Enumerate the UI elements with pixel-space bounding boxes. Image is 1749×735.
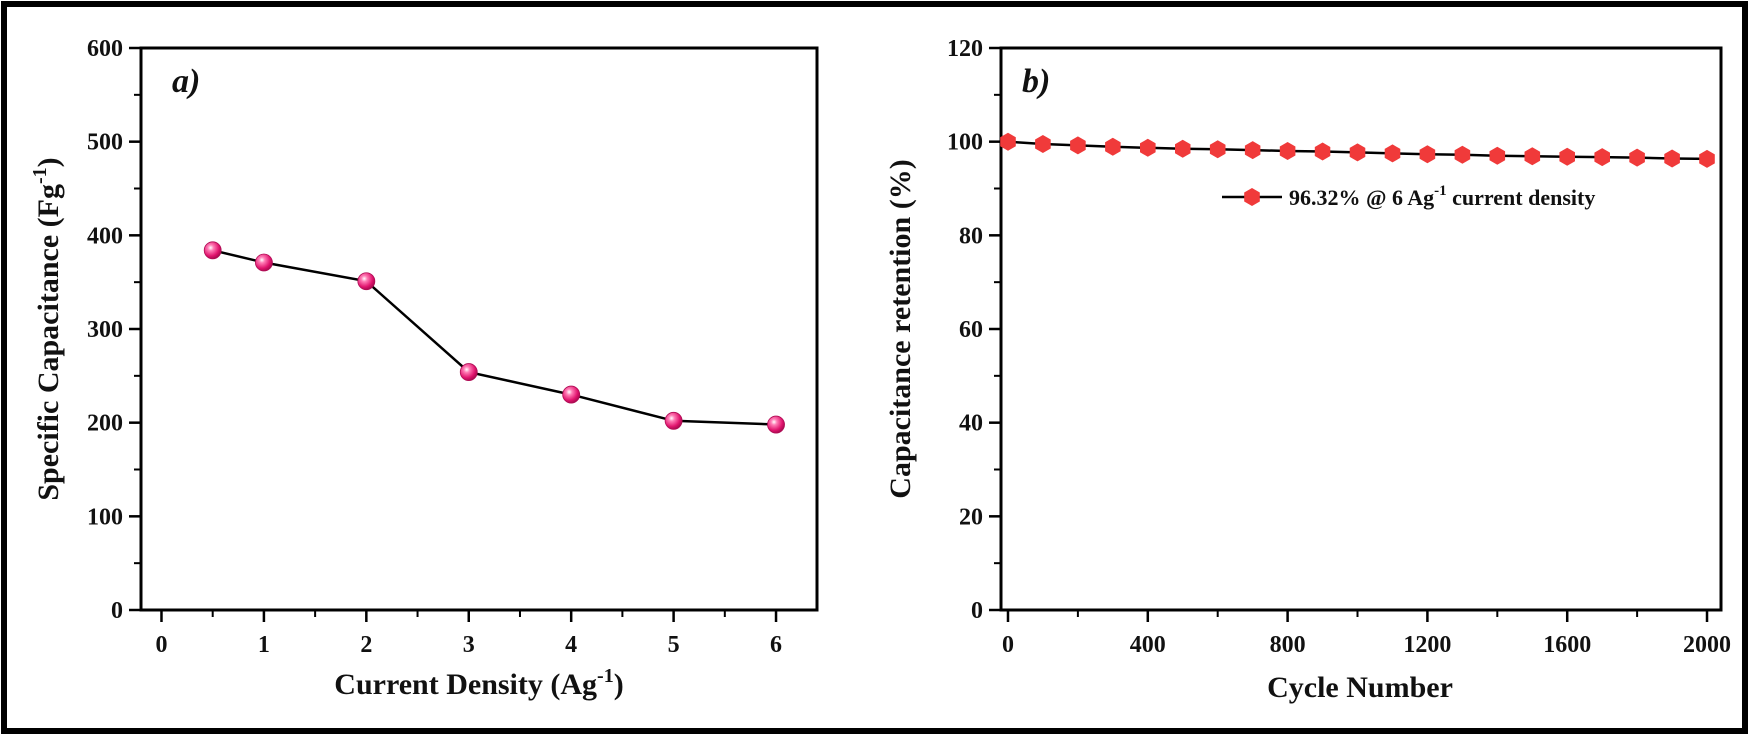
panel-b-series-points [1000,132,1715,168]
panel-b-data-point [1244,141,1261,160]
panel-a-data-point [459,363,478,381]
panel-a-x-tick-label: 2 [360,632,372,658]
panel-b-label: b) [1022,63,1050,100]
panel-a-data-point [255,253,273,272]
panel-a-y-tick-label: 100 [87,504,123,530]
panel-b-x-tick-label: 2000 [1683,632,1731,658]
panel-a-specific-capacitance-chart: 0 1 2 3 4 5 6 0 100 200 300 400 500 600 a) Current De… [29,36,819,701]
panel-a-series-points [203,241,785,434]
panel-b-x-tick-label: 0 [1002,632,1014,658]
panel-b-data-point [1035,135,1051,153]
panel-a-data-point [562,385,581,404]
panel-b-legend: 96.32% @ 6 Ag-1 current density [1222,183,1595,210]
panel-b-y-tick-label: 20 [959,504,983,530]
panel-a-y-tick-label: 200 [87,411,123,437]
panel-b-data-point [1559,147,1575,166]
panel-b-y-tick-label: 60 [959,317,983,343]
panel-b-data-point [1175,139,1191,158]
panel-b-data-point [1454,145,1471,164]
panel-b-data-point [1699,149,1715,168]
panel-b-ticks: 0 400 800 1200 1600 2000 0 20 40 60 80 100 120 [947,36,1731,658]
panel-a-x-tick-label: 4 [565,632,577,658]
panel-a-x-tick-label: 3 [463,632,475,658]
panel-b-data-point [1000,132,1016,151]
panel-b-data-point [1209,140,1226,159]
panel-b-x-tick-label: 800 [1270,632,1306,658]
panel-b-data-point [1664,149,1680,168]
panel-a-y-tick-label: 600 [87,36,123,62]
panel-b-data-point [1419,145,1436,164]
panel-a-x-tick-label: 0 [155,632,167,658]
panel-a-data-point [357,272,376,291]
panel-b-x-tick-label: 1200 [1403,632,1451,658]
panel-a-y-tick-label: 0 [111,598,123,624]
legend-marker-swatch [1244,188,1260,206]
panel-b-data-point [1279,142,1296,160]
panel-a-x-axis-title: Current Density (Ag-1) [334,665,623,701]
panel-a-series-line [212,249,777,426]
panel-b-y-tick-label: 80 [959,223,983,249]
panel-b-y-tick-label: 0 [971,598,983,624]
panel-a-y-axis-title: Specific Capacitance (Fg-1) [29,157,65,500]
panel-b-y-tick-label: 100 [947,130,983,156]
panel-a-data-point [664,411,683,430]
panel-a-plot-frame [139,46,819,612]
panel-b-x-tick-label: 400 [1130,632,1166,658]
panel-b-data-point [1105,137,1121,156]
panel-b-x-tick-label: 1600 [1543,632,1591,658]
panel-a-x-tick-label: 6 [770,632,782,658]
panel-b-data-point [1384,144,1401,163]
panel-a-y-tick-label: 300 [87,317,123,343]
panel-a-ticks: 0 1 2 3 4 5 6 0 100 200 300 400 500 600 [87,36,782,658]
panel-a-data-point [203,241,222,260]
panel-a-label: a) [172,63,200,100]
legend-label: 96.32% @ 6 Ag-1 current density [1289,183,1595,210]
panel-b-data-point [1524,147,1541,166]
panel-b-data-point [1594,148,1610,167]
panel-a-y-tick-label: 500 [87,130,123,156]
panel-b-data-point [1314,142,1331,161]
panel-b-y-tick-label: 40 [959,411,983,437]
panel-b-data-point [1489,146,1506,165]
panel-a-data-point [767,415,785,434]
panel-b-plot-frame [999,46,1723,612]
panel-b-data-point [1140,138,1156,157]
panel-b-x-axis-title: Cycle Number [1267,671,1453,704]
panel-a-x-tick-label: 5 [668,632,680,658]
panel-a-y-tick-label: 400 [87,223,123,249]
panel-b-capacitance-retention-chart: 0 400 800 1200 1600 2000 0 20 40 60 80 100 120 b) Cy… [884,36,1731,704]
panel-b-y-axis-title: Capacitance retention (%) [884,159,917,498]
panel-a-series-path [212,249,777,426]
panel-b-data-point [1070,136,1086,155]
panel-b-data-point [1629,148,1645,167]
panel-b-y-tick-label: 120 [947,36,983,62]
panel-b-data-point [1349,143,1366,162]
panel-a-x-tick-label: 1 [258,632,270,658]
